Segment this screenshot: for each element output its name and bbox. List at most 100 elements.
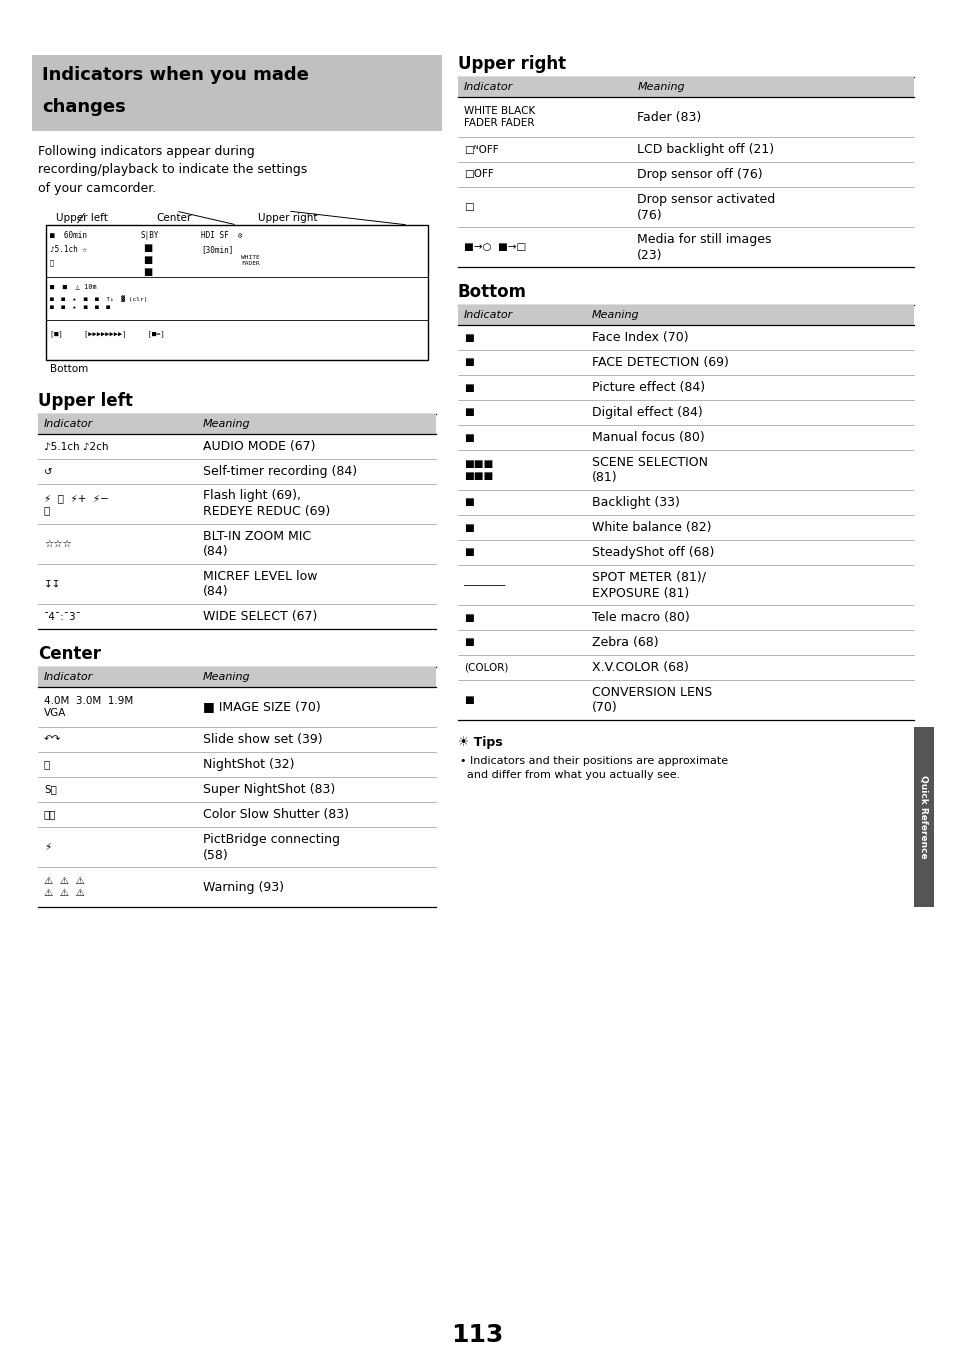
Text: ③: ③ — [50, 259, 54, 266]
Text: ■: ■ — [143, 267, 152, 277]
Text: 113: 113 — [451, 1323, 502, 1348]
Text: □: □ — [463, 202, 474, 212]
Text: White balance (82): White balance (82) — [591, 521, 710, 535]
Text: AUDIO MODE (67): AUDIO MODE (67) — [203, 440, 315, 453]
Text: (COLOR): (COLOR) — [463, 662, 508, 673]
Text: ↧↧: ↧↧ — [44, 579, 61, 589]
Text: ↺: ↺ — [44, 467, 52, 476]
Text: Picture effect (84): Picture effect (84) — [591, 381, 704, 394]
Text: ⚡: ⚡ — [44, 841, 51, 852]
Text: ♪5.1ch ☆: ♪5.1ch ☆ — [50, 246, 87, 254]
Text: ■: ■ — [463, 695, 474, 706]
Text: ¯4¯:¯3¯: ¯4¯:¯3¯ — [44, 612, 82, 622]
Text: Upper left: Upper left — [38, 392, 132, 410]
Text: Face Index (70): Face Index (70) — [591, 331, 687, 345]
Text: ⓃⓃ: ⓃⓃ — [44, 810, 56, 820]
Text: ■: ■ — [143, 255, 152, 265]
Text: ■: ■ — [463, 547, 474, 558]
Text: Meaning: Meaning — [203, 419, 251, 429]
Text: SⓃ: SⓃ — [44, 784, 57, 794]
Text: ⚡  Ⓞ  ⚡+  ⚡−
Ⓙ: ⚡ Ⓞ ⚡+ ⚡− Ⓙ — [44, 493, 109, 516]
Text: Meaning: Meaning — [637, 81, 684, 92]
Text: Indicator: Indicator — [44, 672, 93, 683]
Text: Self-timer recording (84): Self-timer recording (84) — [203, 465, 357, 478]
Text: ――――: ―――― — [463, 579, 505, 590]
Text: Flash light (69),
REDEYE REDUC (69): Flash light (69), REDEYE REDUC (69) — [203, 490, 330, 518]
Text: Upper right: Upper right — [457, 56, 565, 73]
Text: ⚠  ⚠  ⚠
⚠  ⚠  ⚠: ⚠ ⚠ ⚠ ⚠ ⚠ ⚠ — [44, 875, 85, 898]
Text: Quick Reference: Quick Reference — [919, 775, 927, 859]
Text: Meaning: Meaning — [591, 309, 639, 320]
Text: ↶↷: ↶↷ — [44, 734, 61, 745]
Bar — [457, 77, 913, 96]
Text: Following indicators appear during
recording/playback to indicate the settings
o: Following indicators appear during recor… — [38, 145, 307, 195]
Text: Fader (83): Fader (83) — [637, 110, 700, 123]
Bar — [38, 414, 436, 434]
Text: ■  ■  ★  ■  ■  ■: ■ ■ ★ ■ ■ ■ — [50, 305, 110, 309]
Bar — [457, 305, 913, 324]
Text: Zebra (68): Zebra (68) — [591, 636, 658, 649]
Text: Manual focus (80): Manual focus (80) — [591, 432, 703, 444]
Text: HDI SF  ⊙: HDI SF ⊙ — [201, 231, 242, 240]
Text: ■: ■ — [463, 407, 474, 418]
Text: Super NightShot (83): Super NightShot (83) — [203, 783, 335, 797]
Text: Color Slow Shutter (83): Color Slow Shutter (83) — [203, 807, 349, 821]
Text: Drop sensor activated
(76): Drop sensor activated (76) — [637, 193, 775, 221]
Text: S|BY: S|BY — [141, 231, 159, 240]
Text: Bottom: Bottom — [50, 364, 89, 375]
Text: NightShot (32): NightShot (32) — [203, 759, 294, 771]
Text: Tele macro (80): Tele macro (80) — [591, 611, 689, 624]
Text: BLT-IN ZOOM MIC
(84): BLT-IN ZOOM MIC (84) — [203, 529, 311, 559]
Text: 4.0M  3.0M  1.9M
VGA: 4.0M 3.0M 1.9M VGA — [44, 696, 133, 718]
Text: Indicators when you made: Indicators when you made — [42, 66, 309, 84]
Text: Center: Center — [38, 645, 101, 664]
Text: ■: ■ — [463, 383, 474, 392]
Text: Upper left: Upper left — [56, 213, 108, 223]
Text: SteadyShot off (68): SteadyShot off (68) — [591, 546, 713, 559]
Text: ■: ■ — [463, 357, 474, 368]
Text: • Indicators and their positions are approximate
  and differ from what you actu: • Indicators and their positions are app… — [459, 756, 727, 780]
Text: Center: Center — [156, 213, 191, 223]
Text: Indicator: Indicator — [463, 309, 513, 320]
Text: ■: ■ — [143, 243, 152, 252]
Text: ■  60min: ■ 60min — [50, 231, 87, 240]
Text: ■  ■  △ 10m: ■ ■ △ 10m — [50, 284, 96, 289]
Text: Backlight (33): Backlight (33) — [591, 497, 679, 509]
Text: CONVERSION LENS
(70): CONVERSION LENS (70) — [591, 685, 711, 715]
Text: ■: ■ — [463, 433, 474, 442]
Text: Upper right: Upper right — [257, 213, 317, 223]
Text: Warning (93): Warning (93) — [203, 881, 284, 893]
Text: SPOT METER (81)/
EXPOSURE (81): SPOT METER (81)/ EXPOSURE (81) — [591, 570, 705, 600]
Text: ■ IMAGE SIZE (70): ■ IMAGE SIZE (70) — [203, 700, 320, 714]
Text: Meaning: Meaning — [203, 672, 251, 683]
Bar — [913, 727, 933, 906]
Text: changes: changes — [42, 98, 126, 115]
Text: ■: ■ — [463, 498, 474, 508]
Text: ■→○  ■→□: ■→○ ■→□ — [463, 242, 526, 252]
Text: Drop sensor off (76): Drop sensor off (76) — [637, 168, 762, 180]
Text: Digital effect (84): Digital effect (84) — [591, 406, 701, 419]
Text: ■: ■ — [463, 522, 474, 532]
Text: PictBridge connecting
(58): PictBridge connecting (58) — [203, 832, 340, 862]
Text: ■■■
■■■: ■■■ ■■■ — [463, 459, 493, 482]
Text: SCENE SELECTION
(81): SCENE SELECTION (81) — [591, 456, 707, 484]
Text: LCD backlight off (21): LCD backlight off (21) — [637, 142, 774, 156]
Text: ■  ■  ★  ■  ■  T↓  ▓ (clr): ■ ■ ★ ■ ■ T↓ ▓ (clr) — [50, 294, 148, 301]
Text: Ⓝ: Ⓝ — [44, 760, 51, 769]
Text: ■: ■ — [463, 612, 474, 623]
Text: Bottom: Bottom — [457, 284, 526, 301]
Text: WHITE
FADER: WHITE FADER — [241, 255, 259, 266]
Text: [■]     [▶▶▶▶▶▶▶▶]     [■=]: [■] [▶▶▶▶▶▶▶▶] [■=] — [50, 330, 165, 337]
Bar — [32, 56, 441, 132]
Text: ☀ Tips: ☀ Tips — [457, 735, 502, 749]
Text: □OFF: □OFF — [463, 170, 494, 179]
Text: [30min]: [30min] — [201, 246, 233, 254]
Text: WIDE SELECT (67): WIDE SELECT (67) — [203, 611, 317, 623]
Text: ☆☆☆: ☆☆☆ — [44, 539, 71, 550]
Text: Indicator: Indicator — [44, 419, 93, 429]
Text: WHITE BLACK
FADER FADER: WHITE BLACK FADER FADER — [463, 106, 535, 128]
Text: ♪5.1ch ♪2ch: ♪5.1ch ♪2ch — [44, 441, 109, 452]
Text: Slide show set (39): Slide show set (39) — [203, 733, 322, 746]
Text: X.V.COLOR (68): X.V.COLOR (68) — [591, 661, 688, 674]
Text: FACE DETECTION (69): FACE DETECTION (69) — [591, 356, 728, 369]
